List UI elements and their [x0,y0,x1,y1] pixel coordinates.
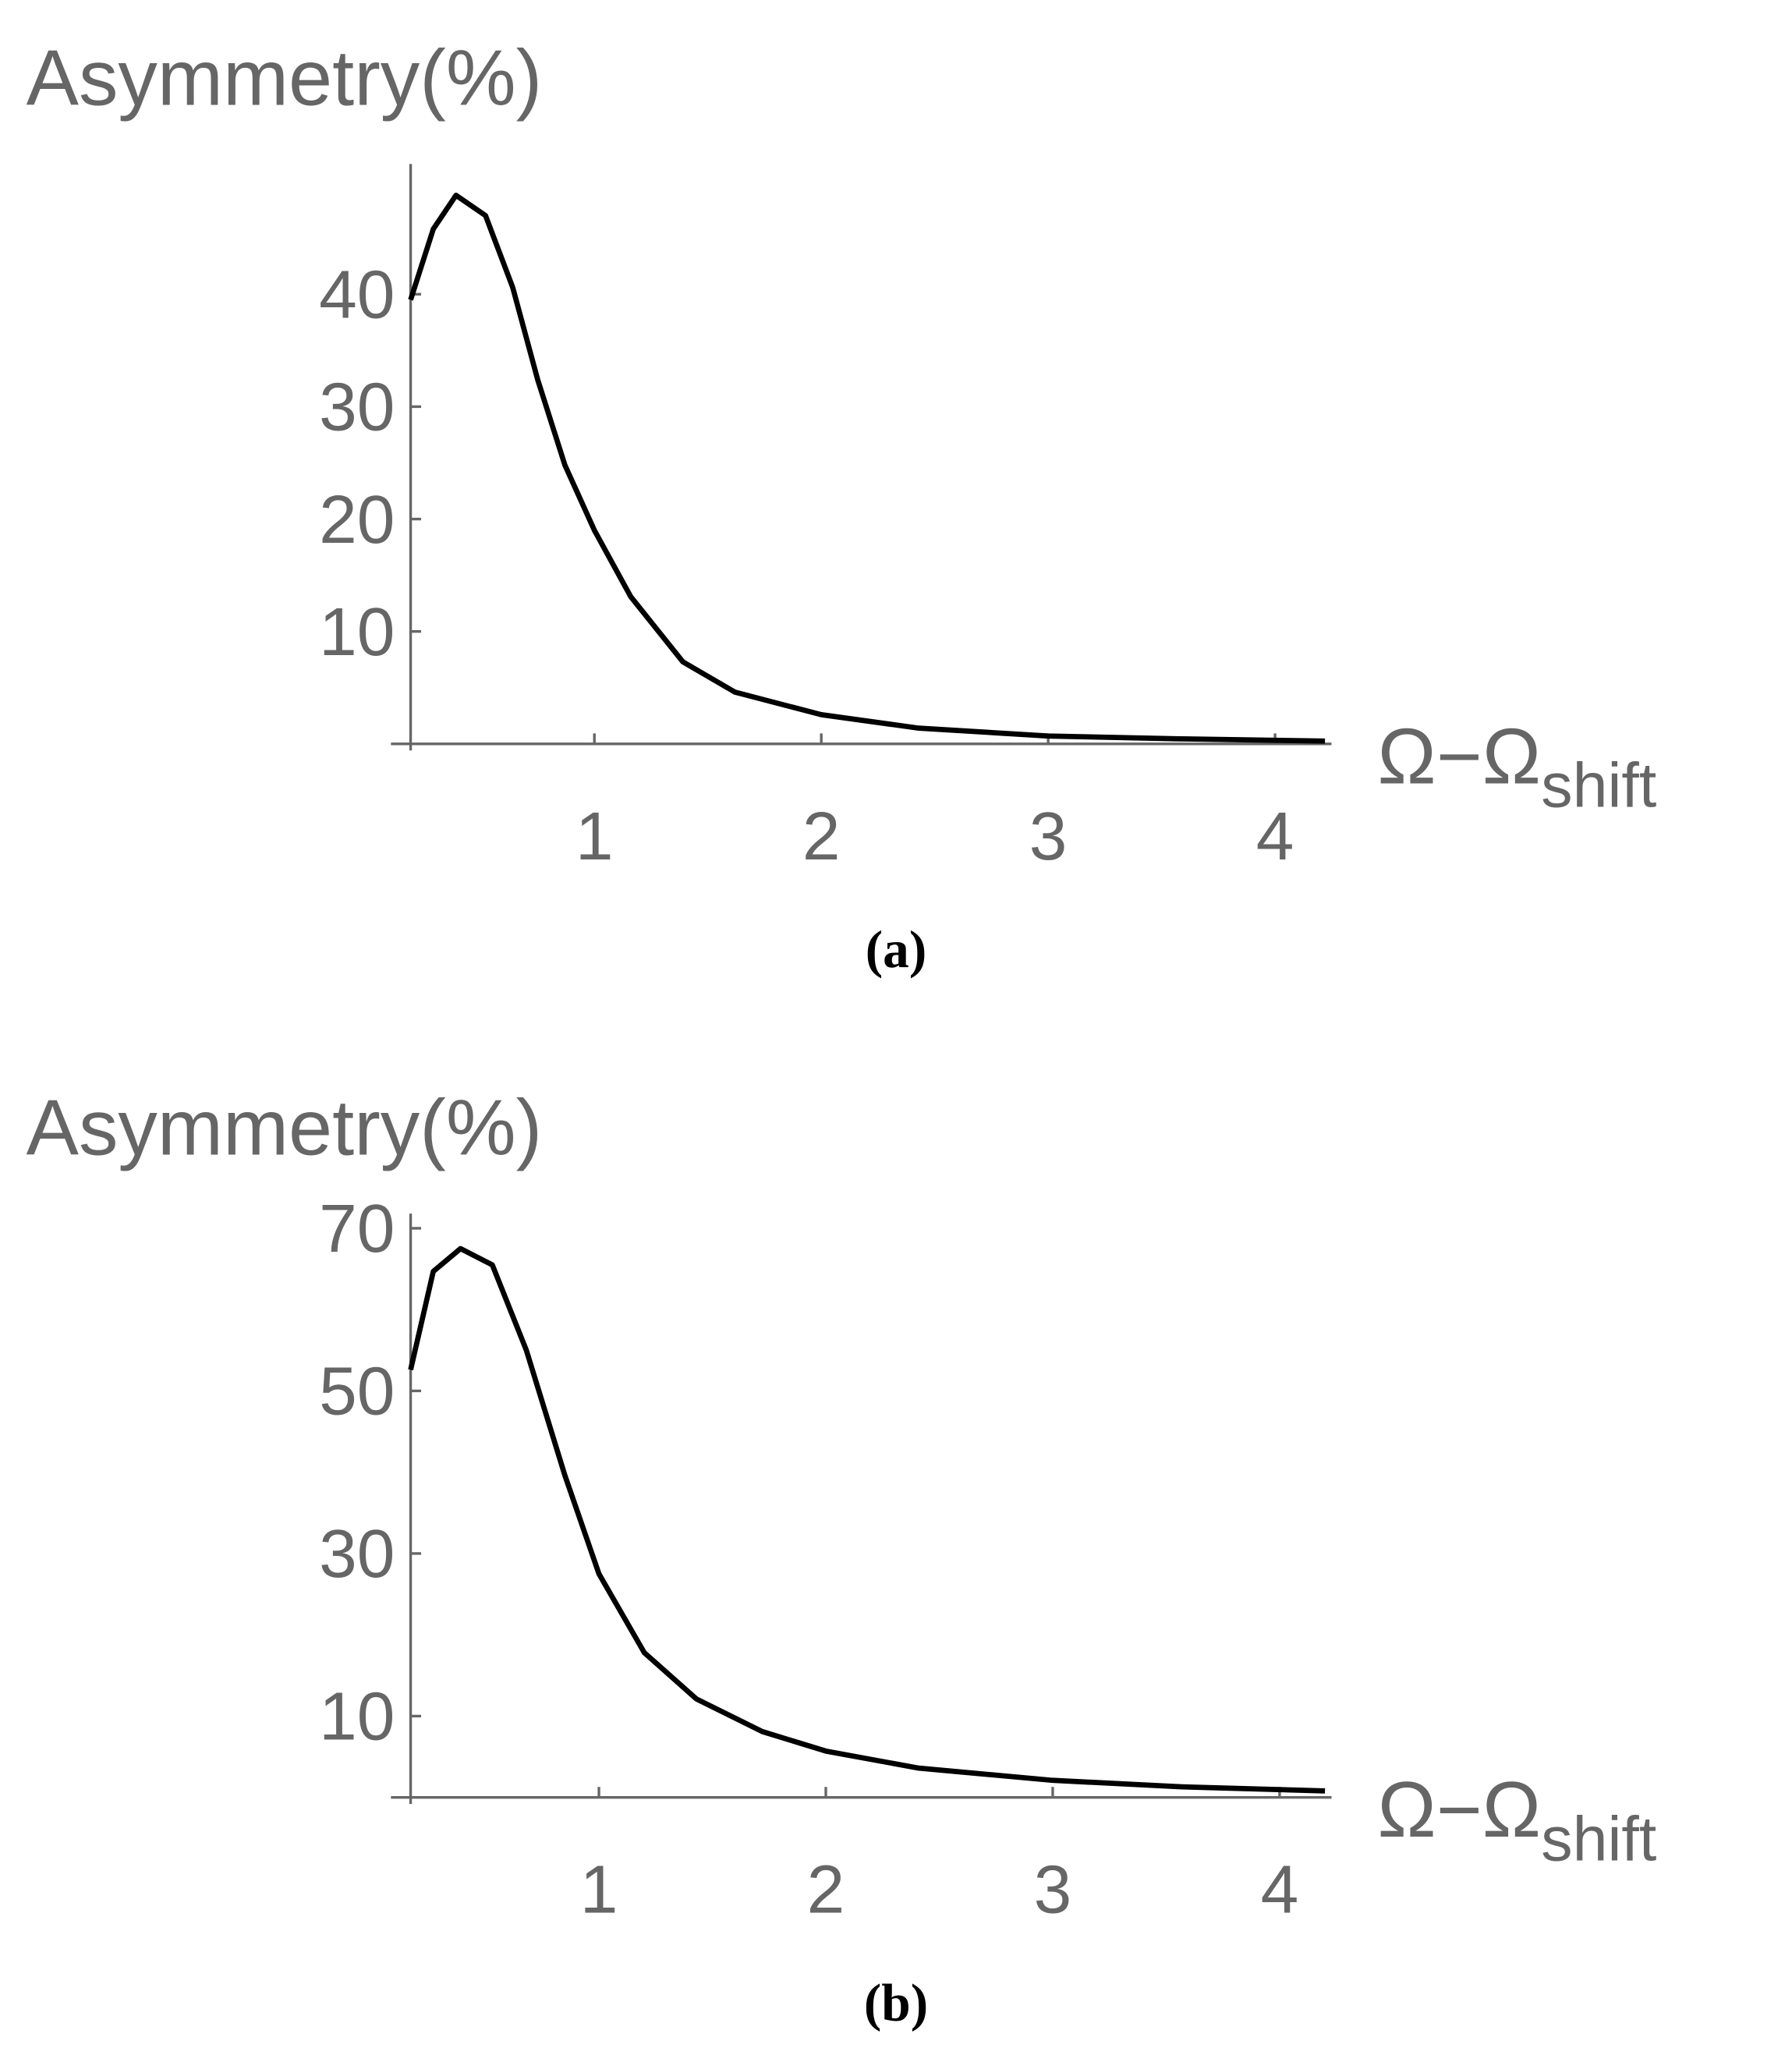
y-axis-label: Asymmetry(%) [27,1084,543,1171]
x-tick-label: 2 [802,798,841,874]
y-tick-label: 50 [319,1353,395,1430]
x-axis-label-main: Ω−Ω [1377,713,1541,800]
y-tick-label: 10 [319,1678,395,1755]
y-tick-label: 30 [319,1515,395,1592]
x-tick-label: 1 [580,1851,618,1928]
x-axis-label-main: Ω−Ω [1377,1766,1541,1854]
x-axis-label: Ω−Ωshift [1377,1766,1656,1874]
x-tick-label: 2 [807,1851,845,1928]
x-tick-label: 4 [1256,798,1294,874]
x-tick-label: 3 [1029,798,1068,874]
x-axis-label-subscript: shift [1541,751,1656,821]
line [408,1245,1326,1794]
line [408,193,1326,744]
y-tick-label: 30 [319,369,395,445]
x-axis-label: Ω−Ωshift [1377,713,1656,820]
caption: (a) [866,920,926,979]
x-tick-label: 3 [1034,1851,1072,1928]
x-axis-label-subscript: shift [1541,1804,1656,1874]
x-tick-label: 4 [1261,1851,1299,1928]
x-tick-label: 1 [575,798,614,874]
y-tick-label: 10 [319,593,395,670]
y-tick-label: 70 [319,1190,395,1267]
y-tick-label: 20 [319,481,395,558]
y-axis-label: Asymmetry(%) [27,35,543,122]
caption: (b) [864,1974,928,2032]
y-tick-label: 40 [319,257,395,333]
